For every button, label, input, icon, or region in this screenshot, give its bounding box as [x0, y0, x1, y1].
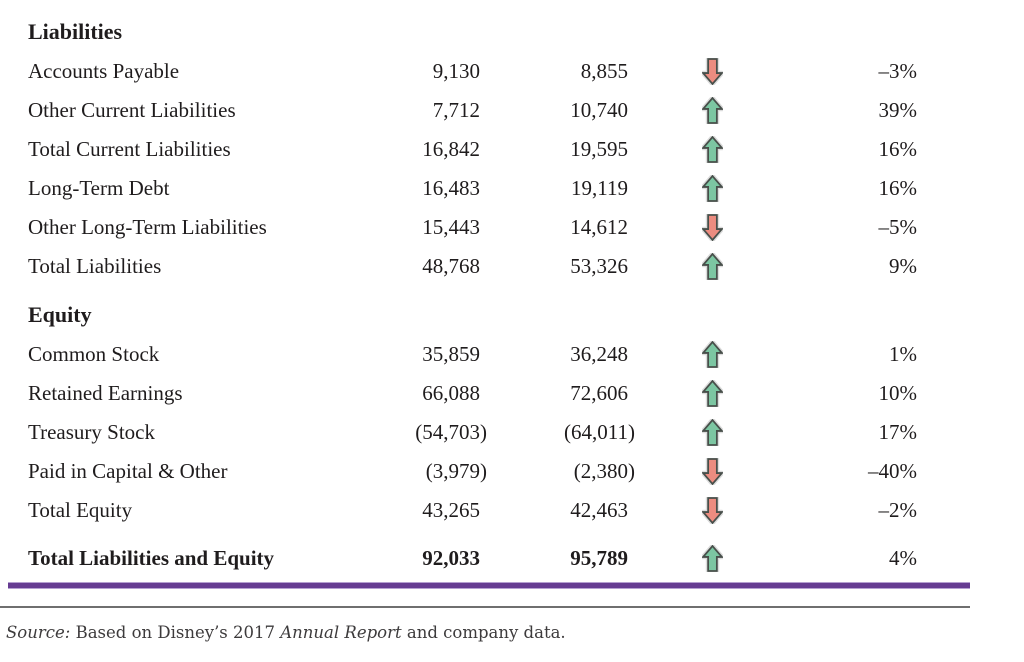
value-2016: 16,842: [422, 137, 480, 161]
value-2016: 43,265: [422, 498, 480, 522]
up-arrow-icon: [701, 175, 723, 202]
row-label: Common Stock: [28, 342, 160, 366]
table-row: Other Long-Term Liabilities 15,443 14,61…: [28, 208, 917, 247]
row-label: Other Current Liabilities: [28, 98, 236, 122]
table-row: Treasury Stock (54,703) (64,011) 17%: [28, 413, 917, 452]
change-arrow-cell: [640, 497, 784, 524]
change-arrow-cell: [640, 136, 784, 163]
table-row: Total Equity 43,265 42,463 –2%: [28, 491, 917, 530]
value-2017: 42,463: [570, 498, 628, 522]
change-arrow-cell: [640, 544, 784, 572]
source-label: Source:: [6, 623, 71, 642]
change-arrow-cell: [640, 419, 784, 446]
up-arrow-icon: [701, 544, 723, 572]
table-row: Long-Term Debt 16,483 19,119 16%: [28, 169, 917, 208]
change-arrow-cell: [640, 341, 784, 368]
value-2017: 72,606: [570, 381, 628, 405]
source-text-b: and company data.: [401, 623, 566, 642]
value-2017: 53,326: [570, 254, 628, 278]
change-percent: –40%: [868, 459, 917, 483]
table-row: Other Current Liabilities 7,712 10,740 3…: [28, 91, 917, 130]
row-label: Other Long-Term Liabilities: [28, 215, 267, 239]
up-arrow-icon: [701, 419, 723, 446]
row-label: Total Liabilities and Equity: [28, 545, 275, 570]
down-arrow-icon: [701, 458, 723, 485]
source-report-title: Annual Report: [280, 623, 402, 642]
value-2016: 16,483: [422, 176, 480, 200]
change-percent: 39%: [878, 98, 918, 122]
up-arrow-icon: [701, 380, 723, 407]
row-label: Total Equity: [28, 498, 133, 522]
table-row: Paid in Capital & Other (3,979) (2,380) …: [28, 452, 917, 491]
down-arrow-icon: [701, 214, 723, 241]
table-bottom-rule: [8, 583, 970, 588]
change-percent: –5%: [878, 215, 918, 239]
value-2017: 10,740: [570, 98, 628, 122]
up-arrow-icon: [701, 97, 723, 124]
value-2017: 36,248: [570, 342, 628, 366]
change-percent: 10%: [878, 381, 918, 405]
value-2016: 7,712: [432, 98, 480, 122]
value-2017: 8,855: [580, 59, 628, 83]
source-text-a: Based on Disney’s 2017: [70, 623, 281, 642]
change-arrow-cell: [640, 58, 784, 85]
row-label: Paid in Capital & Other: [28, 459, 228, 483]
change-percent: –2%: [878, 498, 918, 522]
up-arrow-icon: [701, 136, 723, 163]
value-2017: (64,011): [564, 420, 635, 444]
table-row: Total Liabilities 48,768 53,326 9%: [28, 247, 917, 286]
table-row: Total Liabilities and Equity 92,033 95,7…: [28, 538, 917, 578]
value-2016: 15,443: [422, 215, 480, 239]
section-header-label: Liabilities: [28, 19, 123, 44]
value-2016: 48,768: [422, 254, 480, 278]
change-arrow-cell: [640, 175, 784, 202]
up-arrow-icon: [701, 341, 723, 368]
value-2017: 95,789: [570, 545, 628, 570]
table-row: Total Current Liabilities 16,842 19,595 …: [28, 130, 917, 169]
change-percent: 9%: [889, 254, 917, 278]
source-note: Source: Based on Disney’s 2017 Annual Re…: [6, 623, 1024, 642]
value-2016: (3,979): [425, 459, 487, 483]
value-2017: 14,612: [570, 215, 628, 239]
row-label: Total Liabilities: [28, 254, 162, 278]
section-header-row: Equity: [28, 295, 917, 335]
footnote-divider: [0, 606, 970, 608]
row-label: Retained Earnings: [28, 381, 183, 405]
change-percent: 1%: [889, 342, 917, 366]
value-2016: 9,130: [432, 59, 480, 83]
section-header-row: Liabilities: [28, 12, 917, 52]
change-arrow-cell: [640, 458, 784, 485]
value-2017: (2,380): [573, 459, 635, 483]
up-arrow-icon: [701, 253, 723, 280]
section-header-label: Equity: [28, 302, 92, 327]
row-label: Accounts Payable: [28, 59, 180, 83]
row-label: Treasury Stock: [28, 420, 155, 444]
row-label: Total Current Liabilities: [28, 137, 231, 161]
value-2016: 66,088: [422, 381, 480, 405]
table-row: Accounts Payable 9,130 8,855 –3%: [28, 52, 917, 91]
value-2016: 92,033: [422, 545, 480, 570]
change-arrow-cell: [640, 214, 784, 241]
change-percent: 16%: [878, 176, 918, 200]
balance-sheet-table: Liabilities Accounts Payable 9,130 8,855…: [28, 12, 917, 578]
value-2017: 19,595: [570, 137, 628, 161]
change-arrow-cell: [640, 380, 784, 407]
change-percent: 4%: [889, 545, 917, 570]
row-label: Long-Term Debt: [28, 176, 170, 200]
change-percent: 17%: [878, 420, 918, 444]
down-arrow-icon: [701, 497, 723, 524]
table-row: Retained Earnings 66,088 72,606 10%: [28, 374, 917, 413]
table-row: Common Stock 35,859 36,248 1%: [28, 335, 917, 374]
change-percent: –3%: [878, 59, 918, 83]
change-arrow-cell: [640, 253, 784, 280]
value-2016: 35,859: [422, 342, 480, 366]
value-2017: 19,119: [571, 176, 628, 200]
change-percent: 16%: [878, 137, 918, 161]
value-2016: (54,703): [415, 420, 487, 444]
change-arrow-cell: [640, 97, 784, 124]
down-arrow-icon: [701, 58, 723, 85]
